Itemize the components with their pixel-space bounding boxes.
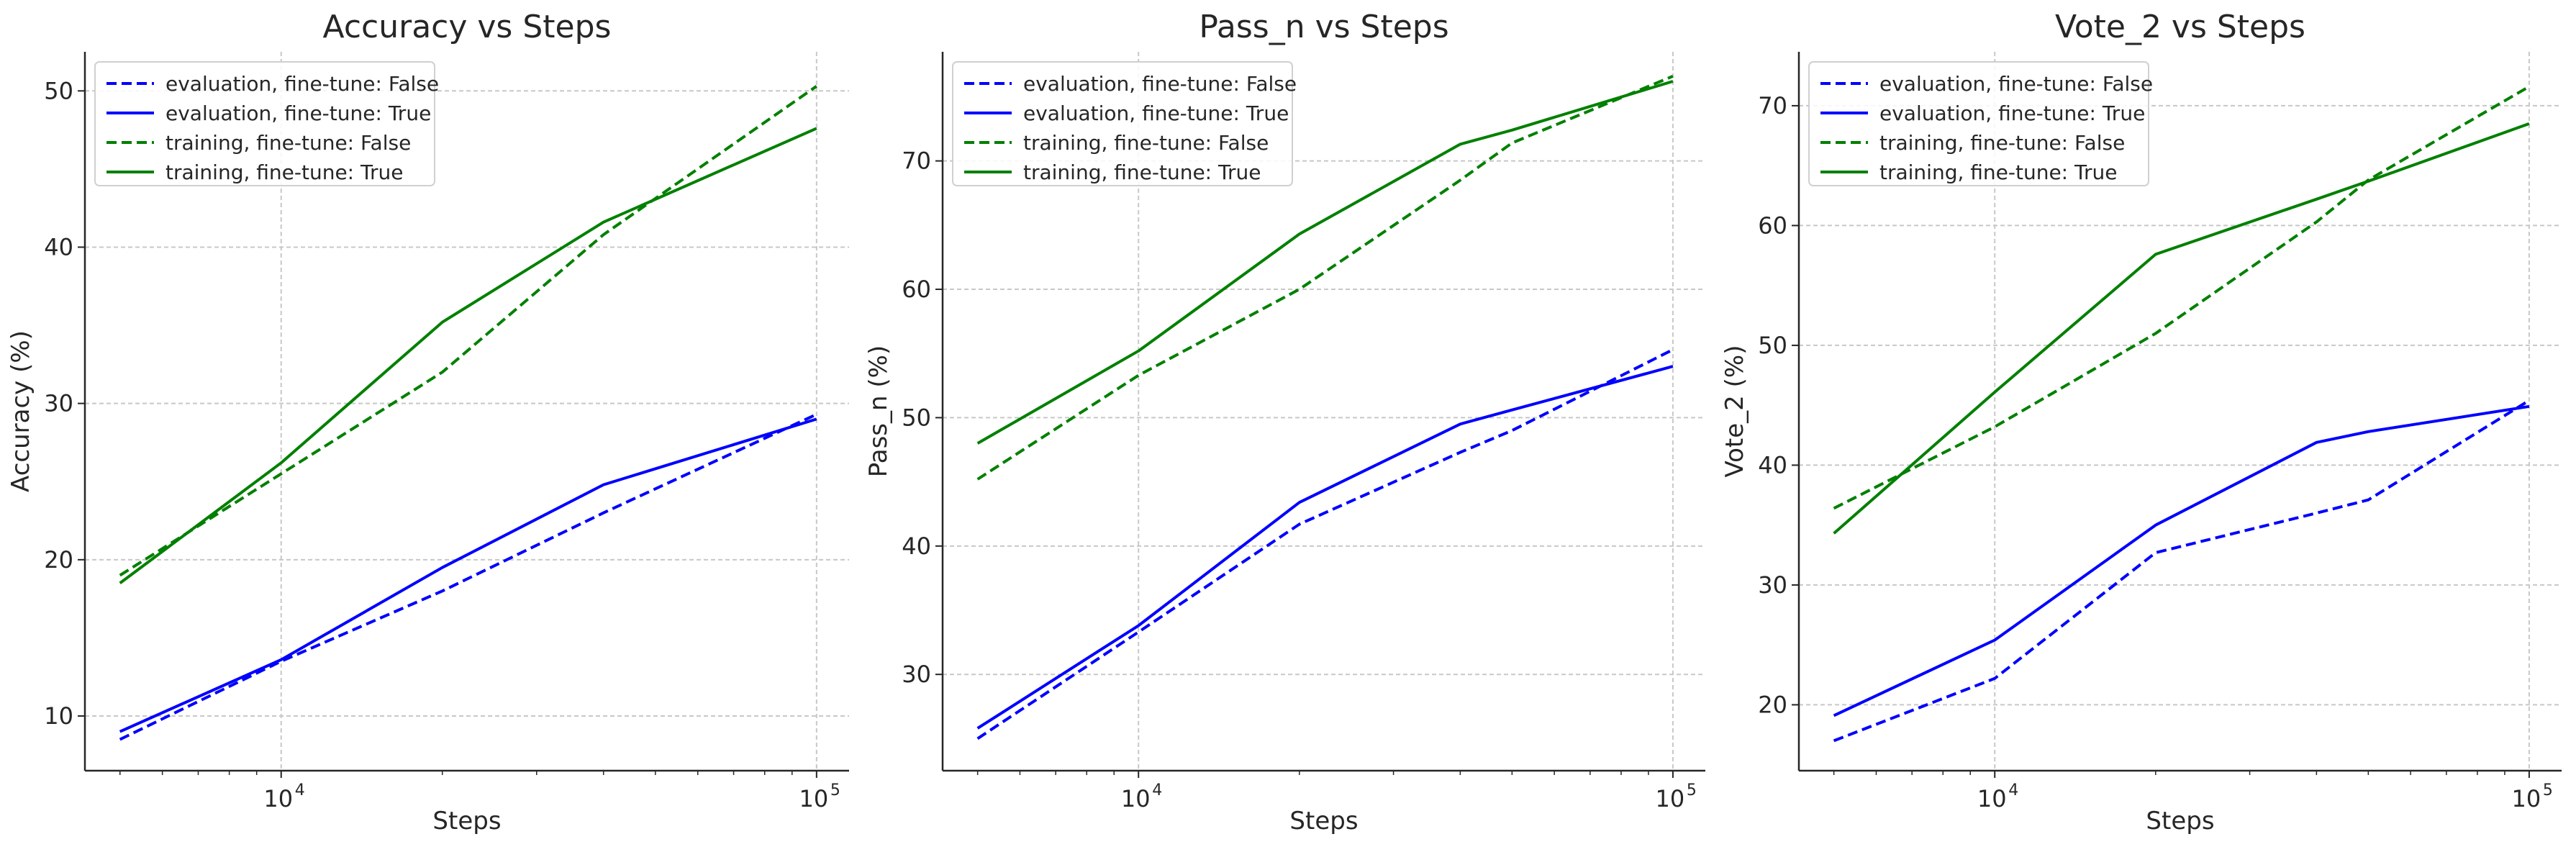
y-tick-label: 70 [1758,92,1787,119]
chart-title: Vote_2 vs Steps [2055,9,2305,45]
x-tick-exponent: 5 [2543,781,2553,799]
y-tick-label: 40 [44,233,73,260]
series-line-3 [119,85,817,577]
series-line-3 [976,75,1674,481]
series-line-1 [119,412,817,741]
x-tick-label: 10 [1656,785,1685,812]
grid [1799,52,2562,771]
series-line-2 [976,365,1674,730]
legend: evaluation, fine-tune: False evaluation, … [952,61,1297,186]
x-tick-label: 10 [799,785,828,812]
x-axis-label: Steps [432,807,501,835]
y-tick-label: 40 [902,532,931,560]
legend-label: evaluation, fine-tune: True [1023,101,1289,125]
series-line-4 [976,80,1674,445]
series-line-4 [119,127,817,585]
legend-label: training, fine-tune: True [1023,160,1261,184]
y-axis-label: Vote_2 (%) [1720,345,1749,478]
legend-label: evaluation, fine-tune: True [1879,101,2145,125]
x-tick-exponent: 4 [295,781,305,799]
x-tick-label: 10 [263,785,293,812]
x-tick-label: 10 [1121,785,1151,812]
series-line-1 [976,348,1674,740]
y-axis-label: Pass_n (%) [864,345,893,477]
series-line-2 [1833,404,2530,717]
series-line-1 [1833,399,2530,743]
y-tick-label: 20 [44,546,73,574]
x-tick-exponent: 5 [830,781,840,799]
legend-label: training, fine-tune: False [1023,131,1269,155]
y-tick-label: 30 [44,390,73,417]
x-tick-label: 10 [1977,785,2007,812]
x-axis-label: Steps [1289,807,1358,835]
x-axis-label: Steps [2146,807,2214,835]
legend-label: evaluation, fine-tune: False [1879,72,2153,96]
legend-label: training, fine-tune: True [165,160,404,184]
grid [85,52,849,771]
legend-label: evaluation, fine-tune: False [165,72,439,96]
series-line-3 [1833,85,2530,510]
legend-box [952,61,1293,186]
legend-box [94,61,435,186]
grid [943,52,1705,771]
y-tick-label: 50 [44,77,73,104]
y-tick-label: 70 [902,148,931,175]
y-tick-label: 60 [902,276,931,303]
y-tick-label: 10 [44,702,73,730]
chart-title: Accuracy vs Steps [323,9,612,45]
x-tick-exponent: 5 [1687,781,1697,799]
y-tick-label: 50 [902,404,931,431]
legend-label: training, fine-tune: True [1879,160,2118,184]
legend-box [1808,61,2149,186]
legend-label: training, fine-tune: False [1879,131,2125,155]
y-tick-label: 60 [1758,212,1787,239]
y-tick-label: 50 [1758,332,1787,359]
legend: evaluation, fine-tune: False evaluation, … [1808,61,2153,186]
legend-label: evaluation, fine-tune: False [1023,72,1297,96]
y-tick-label: 30 [902,661,931,688]
y-tick-label: 40 [1758,451,1787,479]
x-tick-label: 10 [2512,785,2541,812]
series-line-2 [119,417,817,733]
chart-title: Pass_n vs Steps [1199,9,1448,45]
x-tick-exponent: 4 [1152,781,1162,799]
y-tick-label: 20 [1758,691,1787,718]
legend: evaluation, fine-tune: False evaluation, … [94,61,439,186]
series-line-4 [1833,122,2530,535]
y-axis-label: Accuracy (%) [6,330,35,492]
y-tick-label: 30 [1758,571,1787,599]
legend-label: evaluation, fine-tune: True [165,101,431,125]
legend-label: training, fine-tune: False [165,131,411,155]
x-tick-exponent: 4 [2008,781,2018,799]
